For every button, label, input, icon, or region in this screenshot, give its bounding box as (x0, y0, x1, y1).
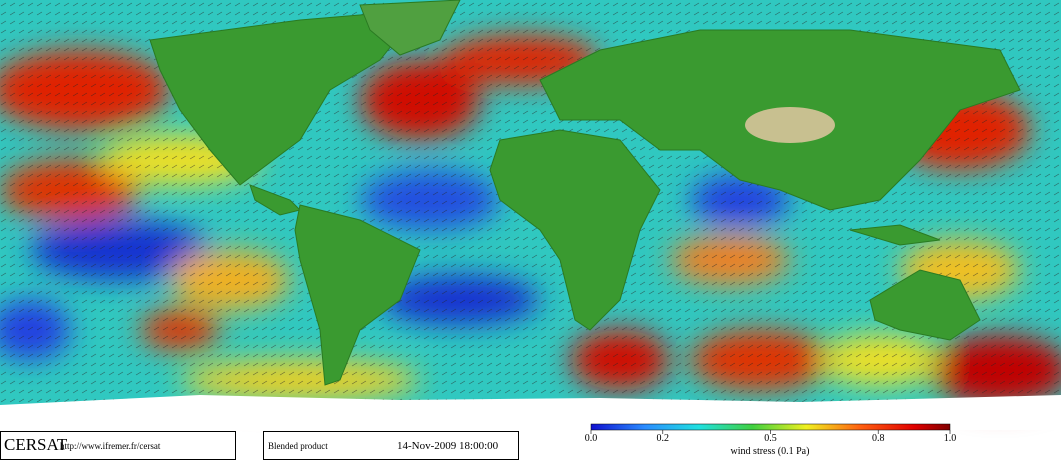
colorbar-tick-label: 1.0 (944, 433, 957, 444)
colorbar-tick-label: 0.5 (764, 433, 777, 444)
logo-box (0, 431, 236, 460)
antarctica (0, 395, 1061, 430)
info-box (263, 431, 519, 460)
colorbar-ramp (590, 423, 951, 431)
colorbar-tick-label: 0.8 (872, 433, 885, 444)
footer: CERSAT http://www.ifremer.fr/cersat Blen… (0, 431, 519, 460)
product: Blended product (268, 441, 328, 451)
colorbar: wind stress (0.1 Pa) 0.0 0.2 0.5 0.8 1.0 (585, 423, 957, 457)
date: 14-Nov-2009 18:00:00 (397, 440, 499, 452)
colorbar-tick-label: 0.2 (657, 433, 670, 444)
logo: CERSAT (4, 435, 68, 454)
colorbar-tick-label: 0.0 (585, 433, 598, 444)
colorbar-title: wind stress (0.1 Pa) (731, 446, 810, 457)
land (149, 0, 1021, 386)
url: http://www.ifremer.fr/cersat (60, 441, 161, 451)
